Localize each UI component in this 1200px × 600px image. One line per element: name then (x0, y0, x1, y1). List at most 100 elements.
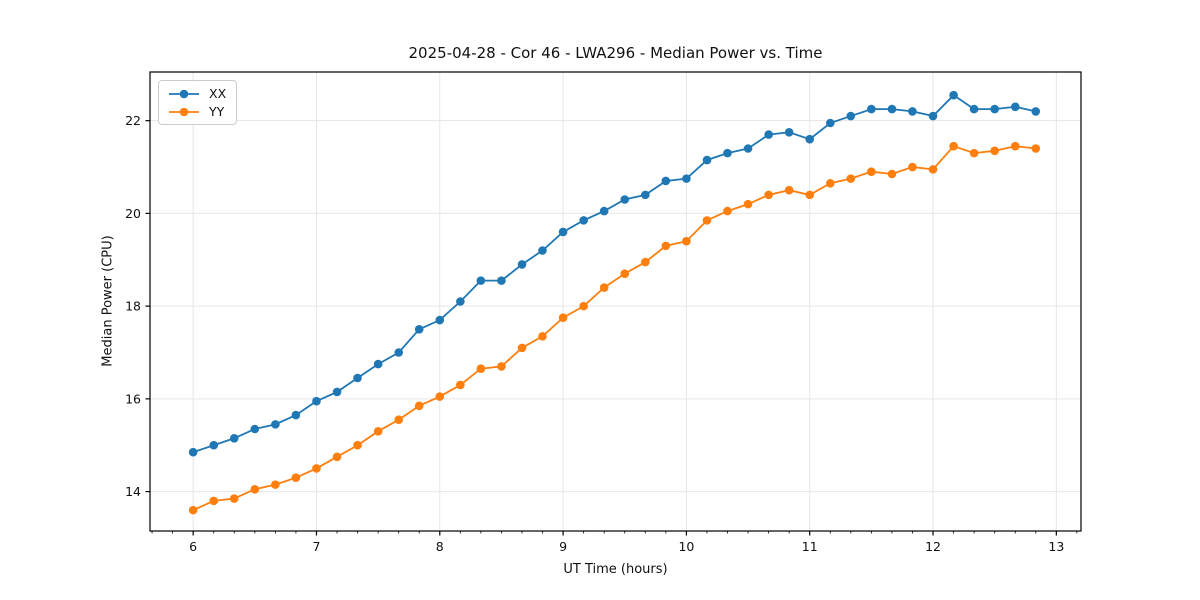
series-YY-point (682, 236, 691, 246)
series-XX-point (517, 260, 527, 269)
y-axis-ticks: 14 16 18 20 22 (125, 113, 150, 499)
series-YY-point (599, 283, 609, 292)
series-XX-point (435, 315, 445, 325)
series-YY-point (928, 165, 938, 174)
series-XX-point (723, 148, 732, 158)
y-tick-label: 20 (125, 206, 141, 221)
gridlines (150, 72, 1081, 531)
series-YY-point (641, 257, 650, 267)
series-YY-point (908, 162, 917, 172)
series-YY-point (332, 452, 342, 462)
series-YY-point (784, 185, 794, 195)
series-XX (188, 90, 1041, 457)
legend-label-xx: XX (209, 86, 227, 101)
series-XX-point (373, 359, 383, 369)
series-XX-point (1031, 107, 1041, 116)
x-tick-label: 13 (1048, 539, 1064, 554)
series-XX-point (887, 104, 897, 114)
series-XX-point (229, 433, 239, 443)
series-YY-point (846, 174, 856, 183)
series-XX-point (291, 410, 301, 420)
series-XX-point (579, 216, 588, 225)
series-YY-point (188, 505, 198, 515)
legend: XX YY (158, 80, 238, 125)
series-XX-point (990, 104, 999, 114)
series-YY-point (229, 494, 239, 503)
series-YY-point (435, 392, 445, 401)
series-YY-point (887, 169, 897, 179)
x-tick-label: 6 (189, 539, 197, 554)
series-YY-point (517, 343, 527, 353)
chart-title: 2025-04-28 - Cor 46 - LWA296 - Median Po… (408, 44, 823, 62)
series-YY-point (456, 380, 465, 390)
series-XX-point (538, 246, 547, 255)
series-YY-point (394, 415, 404, 425)
series-YY-point (271, 480, 280, 489)
series-XX-point (846, 111, 856, 121)
series-XX-point (271, 420, 280, 429)
series-YY-point (414, 401, 424, 411)
series-YY-line (192, 145, 1036, 511)
series-XX-point (476, 276, 486, 285)
series-YY-point (373, 427, 383, 436)
legend-line-marker-xx-icon (169, 89, 199, 98)
series-YY-point (743, 199, 753, 209)
y-tick-label: 16 (125, 391, 141, 406)
series-YY-point (1010, 141, 1020, 151)
series-XX-point (353, 373, 362, 383)
series-XX-point (332, 387, 342, 397)
series-XX-point (188, 447, 198, 457)
series-YY-point (579, 301, 588, 311)
series-XX-point (743, 144, 753, 153)
series-XX-point (805, 134, 815, 144)
y-tick-label: 14 (125, 484, 141, 499)
series-XX-point (682, 174, 691, 183)
x-tick-label: 7 (312, 539, 320, 554)
series-YY-point (620, 269, 630, 278)
series-YY-point (764, 190, 773, 200)
series-YY-point (558, 313, 568, 323)
legend-label-yy: YY (209, 104, 225, 119)
series-YY-point (805, 190, 815, 200)
series-XX-point (250, 424, 260, 434)
series-YY-point (497, 362, 506, 371)
series-YY-point (990, 146, 999, 156)
y-tick-label: 18 (125, 299, 141, 314)
series-YY-point (353, 440, 362, 450)
series-XX-point (908, 107, 917, 116)
series-XX-point (641, 190, 650, 200)
series-YY-point (312, 464, 321, 473)
series-XX-point (969, 104, 979, 114)
y-axis-label: Median Power (CPU) (100, 235, 116, 367)
series-XX-point (867, 104, 876, 114)
series-YY-point (826, 178, 835, 188)
series-XX-point (209, 440, 219, 450)
series-YY (188, 141, 1041, 515)
series-YY-point (209, 496, 219, 506)
legend-line-marker-yy-icon (169, 107, 199, 116)
series-XX-point (826, 118, 835, 128)
y-tick-label: 22 (125, 113, 141, 128)
x-tick-label: 8 (436, 539, 444, 554)
plot-border (149, 71, 1082, 532)
series-YY-point (538, 331, 547, 341)
legend-item-xx: XX (167, 86, 226, 101)
x-axis-ticks: 6 7 8 9 10 11 12 13 (151, 531, 1078, 554)
series-YY-point (969, 148, 979, 158)
series-XX-point (661, 176, 671, 186)
series-XX-point (784, 127, 794, 137)
series-XX-point (558, 227, 568, 237)
series-XX-point (312, 396, 321, 406)
series-XX-point (928, 111, 938, 121)
series-XX-point (702, 155, 712, 165)
series-YY-point (250, 484, 260, 494)
series-XX-point (764, 130, 773, 139)
series-YY-point (661, 241, 671, 251)
series-XX-point (394, 348, 404, 357)
x-axis-label: UT Time (hours) (563, 562, 668, 577)
series-YY-point (702, 216, 712, 225)
series-XX-point (414, 325, 424, 334)
series-XX-point (497, 276, 506, 285)
series-YY-point (949, 141, 958, 151)
